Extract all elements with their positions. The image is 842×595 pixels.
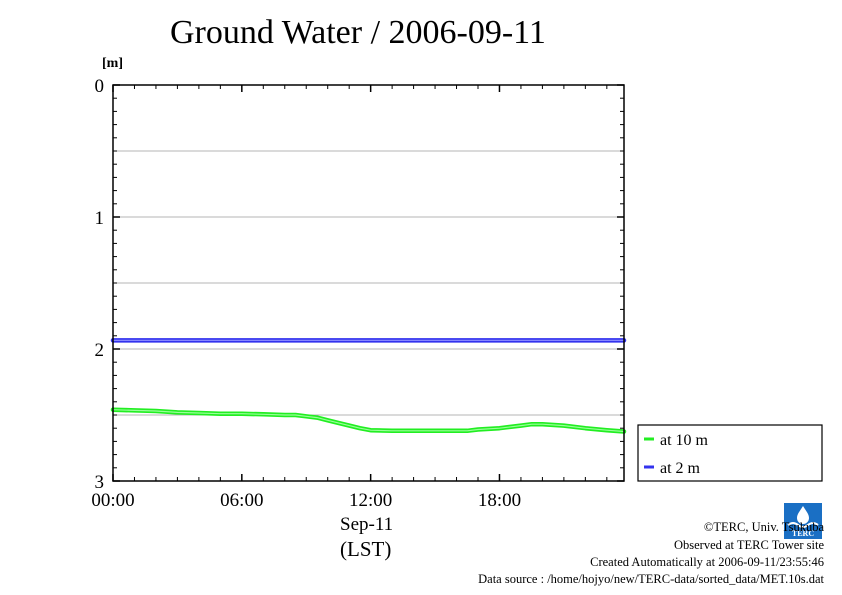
x-tick-label: 00:00 xyxy=(91,490,134,511)
x-tick-label: 12:00 xyxy=(349,490,392,511)
legend: at 10 m at 2 m xyxy=(637,424,823,482)
credit-observed: Observed at TERC Tower site xyxy=(673,538,824,552)
x-tick-label: 06:00 xyxy=(220,490,263,511)
terc-logo-icon: TERC xyxy=(784,503,822,539)
credit-created: Created Automatically at 2006-09-11/23:5… xyxy=(590,555,824,569)
x-axis-timezone: (LST) xyxy=(340,537,392,561)
series-line-highlight-at-10-m xyxy=(112,409,625,433)
y-tick-label: 1 xyxy=(95,208,105,229)
legend-label: at 2 m xyxy=(660,460,701,477)
logo-text: TERC xyxy=(792,529,814,538)
y-tick-label: 3 xyxy=(95,472,105,493)
credit-source: Data source : /home/hojyo/new/TERC-data/… xyxy=(478,572,824,586)
chart-title: Ground Water / 2006-09-11 xyxy=(170,14,546,51)
credit-copyright: ©TERC, Univ. Tsukuba xyxy=(703,520,824,534)
x-axis-date: Sep-11 xyxy=(340,514,394,535)
y-tick-label: 2 xyxy=(95,340,105,361)
x-tick-label: 18:00 xyxy=(478,490,521,511)
legend-label: at 10 m xyxy=(660,432,709,449)
y-tick-label: 0 xyxy=(95,76,105,97)
y-axis-unit: [m] xyxy=(102,56,123,71)
legend-box xyxy=(637,424,823,482)
